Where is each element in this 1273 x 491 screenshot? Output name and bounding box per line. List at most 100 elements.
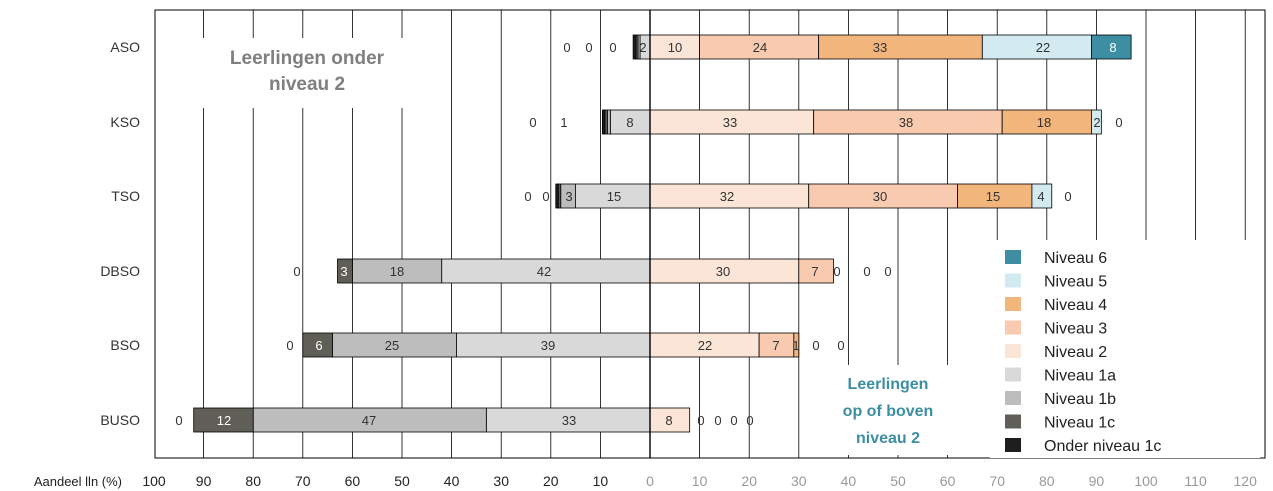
data-label: 33	[873, 40, 887, 55]
x-tick-label: 90	[1089, 473, 1105, 489]
data-label: 0	[833, 264, 840, 279]
x-tick-label: 60	[940, 473, 956, 489]
legend-swatch-niveau-2	[1005, 344, 1021, 358]
category-label: BUSO	[100, 412, 140, 428]
x-tick-label: 30	[791, 473, 807, 489]
data-label: 33	[723, 115, 737, 130]
data-label: 0	[863, 264, 870, 279]
bar-niveau-5	[981, 34, 1092, 60]
bar-niveau-1c	[193, 407, 254, 433]
data-label: 0	[609, 40, 616, 55]
bar-niveau-1a	[485, 407, 651, 433]
bar-niveau-2	[649, 258, 800, 284]
data-label: 33	[562, 413, 576, 428]
bar-niveau-4	[793, 332, 800, 358]
annotation-left-bg	[195, 38, 405, 108]
legend-label-niveau-5: Niveau 5	[1044, 274, 1107, 291]
x-tick-label: 100	[1134, 473, 1158, 489]
x-tick-label: 50	[394, 473, 410, 489]
legend-swatch-niveau-4	[1005, 297, 1021, 311]
bar-onder-niveau-1c	[601, 109, 606, 135]
data-label: 2	[1093, 115, 1100, 130]
annotation-right: op of boven	[843, 403, 934, 420]
x-tick-label: 20	[543, 473, 559, 489]
data-label: 1	[792, 338, 799, 353]
data-label: 18	[390, 264, 404, 279]
legend-swatch-niveau-1c	[1005, 414, 1021, 429]
data-label: 0	[837, 338, 844, 353]
bar-niveau-1a	[575, 183, 651, 209]
data-label: 6	[315, 338, 322, 353]
data-label: 8	[1109, 40, 1116, 55]
annotation-right: niveau 2	[856, 430, 920, 447]
data-label: 0	[812, 338, 819, 353]
data-label: 32	[720, 189, 734, 204]
bar-onder-niveau-1c	[555, 183, 559, 209]
data-label: 22	[698, 338, 712, 353]
x-tick-label: 70	[295, 473, 311, 489]
x-tick-label: 10	[692, 473, 708, 489]
x-tick-label: 50	[890, 473, 906, 489]
data-label: 8	[665, 413, 672, 428]
data-label: 39	[541, 338, 555, 353]
x-tick-label: 80	[245, 473, 261, 489]
data-label: 0	[524, 189, 531, 204]
legend: Niveau 6 Niveau 5 Niveau 4 Niveau 3 Niveau 2…	[1005, 250, 1161, 455]
x-axis-label: Aandeel lln (%)	[34, 474, 122, 489]
bar-niveau-1b	[351, 258, 443, 284]
annotation-right: Leerlingen	[848, 376, 929, 393]
data-label: 0	[293, 264, 300, 279]
data-label: 22	[1036, 40, 1050, 55]
data-label: 0	[529, 115, 536, 130]
bar-niveau-3	[808, 183, 958, 209]
x-tick-label: 70	[989, 473, 1005, 489]
bar-niveau-4	[818, 34, 983, 60]
bar-niveau-1b	[332, 332, 457, 358]
annotation-left: niveau 2	[269, 74, 345, 95]
gridlines	[154, 9, 1266, 459]
data-label: 30	[873, 189, 887, 204]
legend-swatch-onder-niveau-1c	[1005, 438, 1021, 452]
legend-swatch-niveau-1b	[1005, 391, 1021, 405]
data-label: 38	[899, 115, 913, 130]
legend-label-niveau-2: Niveau 2	[1044, 344, 1107, 361]
bar-onder-niveau-1c	[632, 34, 637, 60]
x-tick-labels: 100 90 80 70 60 50 40 30 20 10 0 10 20 30 40 50 60 70 80 90…	[142, 473, 1257, 489]
data-label: 3	[340, 264, 347, 279]
data-label: 1	[560, 115, 567, 130]
bar-niveau-6	[1091, 34, 1132, 60]
data-label: 0	[286, 338, 293, 353]
bar-niveau-2	[649, 407, 691, 433]
data-label: 25	[385, 338, 399, 353]
data-label: 0	[697, 413, 704, 428]
data-label: 18	[1037, 115, 1051, 130]
legend-label-niveau-1c: Niveau 1c	[1044, 415, 1115, 432]
data-label: 42	[537, 264, 551, 279]
x-tick-label: 10	[593, 473, 609, 489]
data-label: 7	[772, 338, 779, 353]
data-label: 4	[1037, 189, 1044, 204]
data-labels: 0 0 0 2 10 24 33 22 80 1 8 33 38 18 2 00 0 3 15 32 30 15 4 00 3 1…	[175, 40, 1122, 428]
bar-niveau-1c	[302, 332, 333, 358]
legend-swatch-niveau-6	[1005, 250, 1021, 264]
data-label: 0	[1064, 189, 1071, 204]
x-tick-label: 90	[196, 473, 212, 489]
x-tick-label: 40	[444, 473, 460, 489]
bar-niveau-1c	[337, 258, 353, 284]
x-tick-label: 80	[1039, 473, 1055, 489]
data-label: 0	[714, 413, 721, 428]
x-tick-label: 60	[345, 473, 361, 489]
data-label: 0	[1115, 115, 1122, 130]
legend-label-niveau-4: Niveau 4	[1044, 297, 1107, 314]
category-label: TSO	[111, 188, 140, 204]
data-label: 12	[217, 413, 231, 428]
x-tick-label: 40	[841, 473, 857, 489]
annotation-left: Leerlingen onder	[230, 48, 385, 69]
legend-swatch-niveau-1a	[1005, 367, 1021, 382]
x-tick-label: 120	[1234, 473, 1258, 489]
x-tick-label: 110	[1184, 473, 1207, 489]
data-label: 15	[986, 189, 1000, 204]
data-label: 7	[811, 264, 818, 279]
bar-niveau-2	[649, 183, 810, 209]
